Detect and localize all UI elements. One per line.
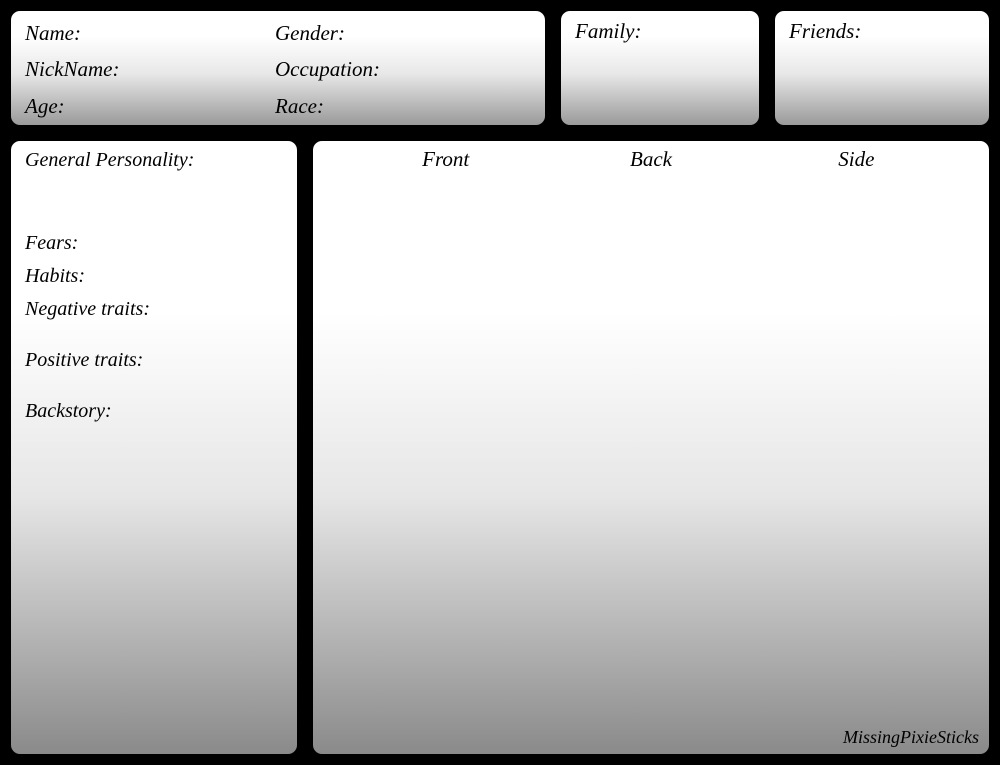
- positive-traits-label: Positive traits:: [25, 349, 283, 372]
- watermark: MissingPixieSticks: [843, 727, 979, 748]
- age-label: Age:: [25, 92, 275, 120]
- basics-grid: Name: Gender: NickName: Occupation: Age:…: [25, 19, 531, 120]
- family-label: Family:: [575, 19, 745, 44]
- family-panel: Family:: [560, 10, 760, 126]
- race-label: Race:: [275, 92, 531, 120]
- general-personality-label: General Personality:: [25, 149, 283, 172]
- bottom-row: General Personality: Fears: Habits: Nega…: [10, 140, 990, 755]
- name-label: Name:: [25, 19, 275, 47]
- view-front-label: Front: [343, 147, 548, 172]
- nickname-label: NickName:: [25, 55, 275, 83]
- traits-panel: General Personality: Fears: Habits: Nega…: [10, 140, 298, 755]
- view-back-label: Back: [548, 147, 753, 172]
- negative-traits-label: Negative traits:: [25, 298, 283, 321]
- occupation-label: Occupation:: [275, 55, 531, 83]
- views-header: Front Back Side: [313, 141, 989, 172]
- friends-panel: Friends:: [774, 10, 990, 126]
- top-row: Name: Gender: NickName: Occupation: Age:…: [10, 10, 990, 126]
- basics-panel: Name: Gender: NickName: Occupation: Age:…: [10, 10, 546, 126]
- habits-label: Habits:: [25, 265, 283, 288]
- character-sheet-frame: Name: Gender: NickName: Occupation: Age:…: [0, 0, 1000, 765]
- gender-label: Gender:: [275, 19, 531, 47]
- view-side-label: Side: [754, 147, 959, 172]
- views-panel: Front Back Side MissingPixieSticks: [312, 140, 990, 755]
- fears-label: Fears:: [25, 232, 283, 255]
- backstory-label: Backstory:: [25, 400, 283, 423]
- friends-label: Friends:: [789, 19, 975, 44]
